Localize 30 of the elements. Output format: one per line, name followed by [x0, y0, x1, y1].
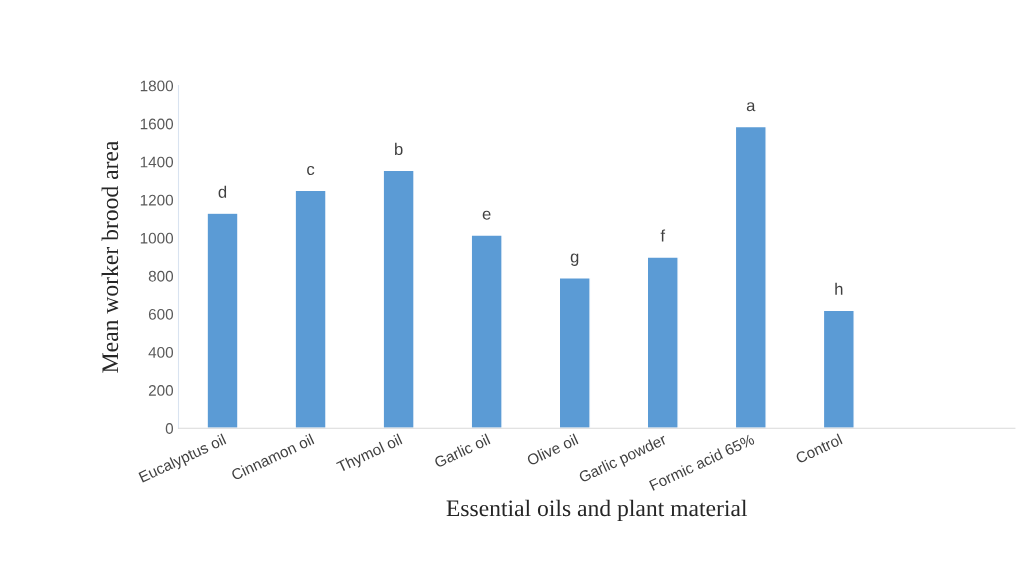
- y-tick-label: 0: [165, 423, 174, 434]
- x-tick-label: Garlic oil: [433, 433, 491, 469]
- bar: [294, 189, 327, 429]
- bar: [646, 256, 679, 429]
- y-tick-label: 1400: [140, 156, 174, 168]
- x-tick-label: Olive oil: [526, 433, 579, 466]
- bar: [470, 234, 503, 429]
- bar: [382, 169, 415, 429]
- annotation: a: [746, 102, 756, 112]
- annotation: b: [395, 142, 403, 156]
- y-tick-label: 1200: [140, 194, 174, 206]
- annotation: d: [218, 185, 227, 198]
- y-tick-label: 1600: [140, 118, 174, 130]
- y-tick-label: 600: [148, 308, 174, 320]
- bar: [822, 309, 855, 429]
- y-tick-label: 200: [148, 385, 174, 396]
- annotation: e: [482, 210, 491, 220]
- y-tick-label: 400: [148, 346, 174, 358]
- y-tick-label: 800: [148, 270, 174, 282]
- annotation: c: [307, 165, 315, 176]
- bar: [734, 125, 767, 429]
- annotation: h: [835, 282, 843, 295]
- y-axis-title: Mean worker brood area: [101, 140, 119, 373]
- y-tick-label: 1800: [140, 80, 174, 92]
- annotation: g: [570, 253, 579, 266]
- annotation: f: [660, 229, 666, 242]
- y-tick-label: 1000: [140, 232, 174, 244]
- bar: [558, 277, 591, 429]
- x-axis-title: Essential oils and plant material: [446, 499, 748, 522]
- bar: [206, 212, 239, 429]
